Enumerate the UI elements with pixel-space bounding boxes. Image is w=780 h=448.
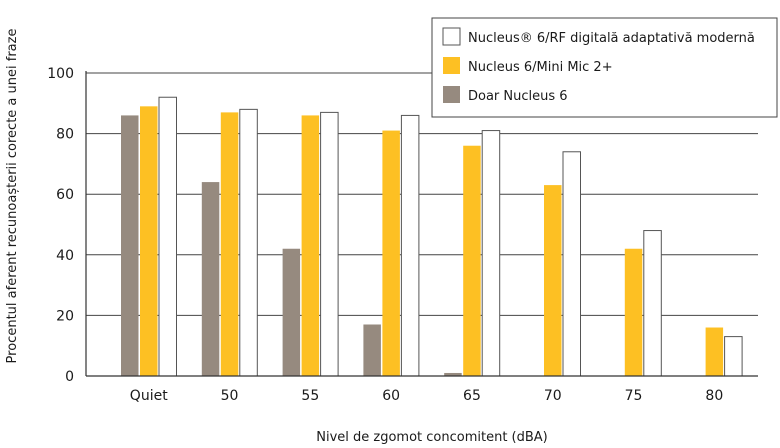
legend-box: [431, 17, 778, 118]
bar: [400, 114, 420, 377]
bar: [643, 230, 662, 377]
bar: [624, 248, 643, 376]
y-tick-label: 0: [65, 369, 74, 385]
bar: [239, 108, 258, 377]
bar: [544, 185, 562, 376]
x-axis-title: Nivel de zgomot concomitent (dBA): [316, 430, 548, 445]
x-tick-label: 60: [382, 388, 400, 404]
y-tick-label: 80: [56, 127, 74, 143]
legend-label: Doar Nucleus 6: [468, 89, 568, 104]
bar: [140, 106, 158, 376]
x-tick-label: 55: [301, 388, 319, 404]
bar: [220, 112, 239, 376]
x-tick-label: Quiet: [130, 388, 168, 404]
axes: 0 20 40 60 80 100 Quiet 50 55 60 65 70 75 80: [47, 66, 758, 404]
x-tick-label: 50: [221, 388, 239, 404]
bar: [444, 372, 462, 376]
bar: [201, 182, 220, 376]
x-tick-label: 70: [544, 388, 562, 404]
bar: [705, 327, 724, 376]
bar: [463, 145, 481, 376]
legend-label: Nucleus® 6/RF digitală adaptativă modern…: [468, 31, 755, 46]
y-tick-label: 60: [56, 187, 74, 203]
bars: [121, 96, 743, 377]
bar: [363, 324, 381, 376]
bar: [121, 115, 139, 377]
bar: [724, 336, 743, 377]
x-tick-label: 75: [625, 388, 643, 404]
y-tick-label: 40: [56, 248, 74, 264]
bar: [382, 130, 400, 376]
y-axis-title: Procentul aferent recunoașterii corecte …: [5, 29, 20, 364]
bar: [282, 248, 301, 376]
x-tick-label: 80: [705, 388, 723, 404]
y-tick-label: 100: [47, 66, 74, 82]
legend-label: Nucleus 6/Mini Mic 2+: [468, 60, 613, 75]
bar: [481, 130, 501, 377]
bar: [320, 111, 339, 377]
y-tick-label: 20: [56, 308, 74, 324]
legend: Nucleus® 6/RF digitală adaptativă modern…: [431, 17, 778, 118]
x-tick-label: 65: [463, 388, 481, 404]
legend-swatch: [442, 27, 461, 46]
bar: [301, 115, 320, 377]
bar: [562, 151, 581, 377]
legend-swatch: [443, 86, 460, 103]
legend-swatch: [443, 57, 460, 74]
bar: [158, 96, 177, 377]
